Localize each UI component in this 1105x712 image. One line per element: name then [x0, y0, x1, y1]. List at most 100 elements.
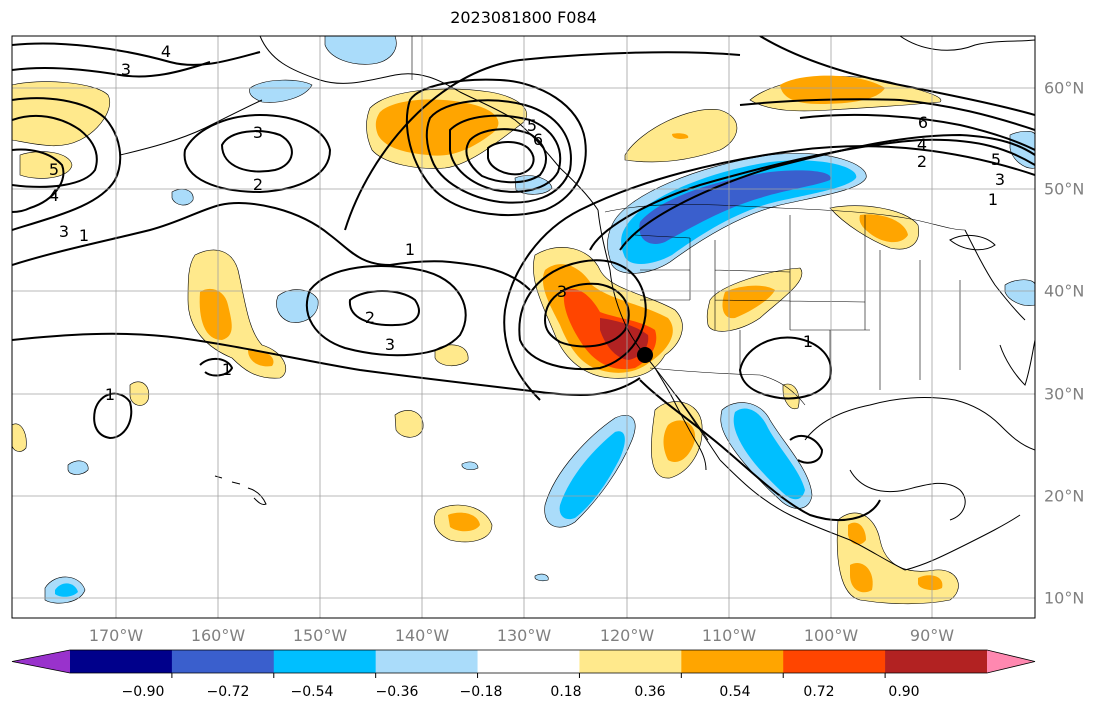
- lon-label-100w: 100°W: [803, 626, 859, 645]
- contour-label: 3: [995, 170, 1005, 189]
- positive-anomaly-region: [394, 410, 424, 438]
- colorbar-tick-label: 0.36: [634, 684, 666, 700]
- positive-anomaly-region: [780, 75, 885, 104]
- contour-line: [739, 98, 1035, 131]
- contour-label: 4: [161, 42, 171, 61]
- lon-label-160w: 160°W: [190, 626, 246, 645]
- gulf-of-california: [675, 394, 709, 441]
- coastline-mexico-pacific: [719, 459, 906, 571]
- coastline-baja: [654, 367, 707, 471]
- contour-line: [199, 357, 234, 377]
- map-background: [12, 36, 1035, 618]
- location-marker: [637, 347, 653, 363]
- coastline-florida: [999, 339, 1035, 386]
- coastline-gulf: [804, 397, 1035, 451]
- lon-label-130w: 130°W: [496, 626, 552, 645]
- positive-anomaly-region: [187, 249, 286, 379]
- positive-anomaly-region: [248, 349, 274, 367]
- contour-label: 1: [222, 360, 232, 379]
- contour-line: [220, 130, 293, 173]
- lat-label-20n: 20°N: [1044, 486, 1085, 506]
- positive-anomaly-region: [722, 285, 775, 319]
- contour-line: [543, 282, 630, 348]
- lon-label-170w: 170°W: [88, 626, 144, 645]
- positive-anomaly-region: [448, 512, 480, 532]
- positive-anomaly-region: [12, 423, 27, 452]
- canada-us-border: [604, 204, 966, 231]
- contour-line: [12, 97, 122, 231]
- positive-anomaly-region: [859, 214, 908, 243]
- colorbar-segment: [477, 650, 580, 673]
- contour-label: 1: [405, 240, 415, 259]
- graticule: [12, 36, 1035, 618]
- negative-anomaly-region: [733, 408, 805, 500]
- colorbar-tick-label: −0.54: [290, 684, 334, 700]
- colorbar: [11, 649, 1036, 678]
- coastline-hudson: [899, 36, 1035, 51]
- negative-anomaly-region: [534, 573, 549, 582]
- positive-anomaly-region: [199, 288, 232, 340]
- contour-line: [465, 128, 547, 184]
- lat-label-40n: 40°N: [1044, 281, 1085, 301]
- contour-label: 6: [918, 113, 928, 132]
- contour-line: [344, 51, 741, 231]
- contour-label: 1: [79, 226, 89, 245]
- negative-anomaly-region: [461, 461, 479, 471]
- contour-line: [639, 379, 881, 521]
- colorbar-tick-label: −0.90: [121, 684, 165, 700]
- contour-label: 5: [49, 160, 59, 179]
- lon-label-110w: 110°W: [701, 626, 757, 645]
- colorbar-tick-label: 0.54: [719, 684, 751, 700]
- political-borders: [411, 36, 966, 406]
- lat-label-60n: 60°N: [1044, 78, 1085, 98]
- colorbar-segment: [171, 650, 275, 673]
- contour-label: 5: [991, 150, 1001, 169]
- contour-line: [518, 259, 647, 371]
- contour-line: [738, 336, 832, 400]
- contour-line: [425, 99, 572, 204]
- contour-line: [589, 138, 1035, 251]
- contour-label: 1: [803, 332, 813, 351]
- negative-anomaly-region: [1009, 130, 1035, 169]
- colorbar-extend-high: [987, 650, 1035, 673]
- contour-label: 3: [59, 222, 69, 241]
- negative-anomaly-region: [249, 79, 313, 103]
- coastline-yucatan: [849, 469, 966, 521]
- contour-line: [799, 113, 1035, 151]
- colorbar-tick-label: −0.36: [375, 684, 419, 700]
- contour-label: 6: [533, 130, 543, 149]
- negative-anomaly-region: [171, 188, 194, 206]
- coastline-aleutians: [119, 99, 263, 156]
- negative-anomaly-region: [559, 431, 625, 520]
- us-mexico-border: [649, 367, 806, 406]
- colorbar-segment: [885, 650, 988, 673]
- colorbar-segment: [273, 650, 377, 673]
- colorbar-segment: [681, 650, 784, 673]
- contour-line: [789, 434, 824, 464]
- contour-line: [503, 145, 1035, 401]
- contour-line: [759, 36, 1035, 116]
- coastline-east: [964, 229, 1026, 321]
- colorbar-segment: [579, 650, 682, 673]
- contour-label: 5: [527, 116, 537, 135]
- coastline-central-america: [904, 514, 1021, 571]
- contour-line: [12, 42, 261, 66]
- contour-label: 4: [49, 186, 59, 205]
- contour-label: 2: [365, 308, 375, 327]
- state-lines: [634, 215, 961, 390]
- colorbar-segment: [375, 650, 479, 673]
- contour-label: 3: [253, 123, 263, 142]
- lon-label-90w: 90°W: [909, 626, 955, 645]
- colorbar-tick-label: 0.72: [803, 684, 835, 700]
- lat-label-30n: 30°N: [1044, 384, 1085, 404]
- lon-label-120w: 120°W: [599, 626, 655, 645]
- hawaii-islands: [214, 475, 267, 505]
- negative-anomaly-region: [67, 460, 89, 475]
- contour-line: [12, 61, 211, 78]
- height-contours: [12, 36, 1035, 521]
- positive-anomaly-region: [434, 344, 469, 367]
- lat-label-10n: 10°N: [1044, 588, 1085, 608]
- colorbar-outline: [11, 649, 1036, 674]
- colorbar-extend-low: [12, 650, 70, 673]
